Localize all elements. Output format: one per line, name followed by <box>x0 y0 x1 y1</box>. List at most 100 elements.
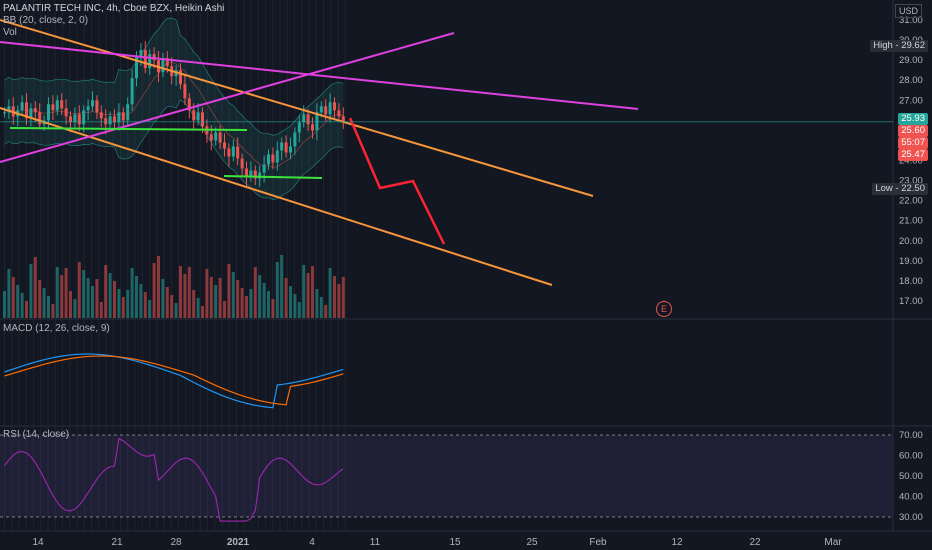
volume-bar <box>117 289 121 318</box>
candle-body <box>55 100 59 111</box>
volume-bar <box>113 281 116 318</box>
rsi-tick-label: 70.00 <box>899 430 923 441</box>
grid-vertical <box>40 0 42 531</box>
grid-vertical <box>294 0 295 531</box>
candle-body <box>297 122 301 133</box>
volume-bar <box>302 265 306 318</box>
grid-vertical <box>25 0 27 531</box>
projected-path <box>348 117 446 245</box>
candle-body <box>117 112 121 123</box>
price-tick-label: 19.00 <box>899 256 923 267</box>
candle-body <box>148 54 152 69</box>
grid-vertical <box>344 0 346 531</box>
candle-body <box>196 112 200 121</box>
grid-vertical <box>243 0 245 531</box>
volume-bar <box>284 278 288 318</box>
grid-vertical <box>69 0 71 531</box>
volume-bar <box>99 302 103 318</box>
bb-indicator-label[interactable]: BB (20, close, 2, 0) <box>3 15 89 26</box>
last-price-tag: 25.93 <box>898 113 928 125</box>
grid-vertical <box>91 0 92 531</box>
candle-body <box>280 142 284 151</box>
volume-bar <box>324 305 328 318</box>
volume-bar <box>223 301 226 318</box>
candle-body <box>64 108 68 117</box>
volume-bar <box>280 255 284 318</box>
grid-vertical <box>134 0 136 531</box>
candle-body <box>139 50 143 57</box>
rsi-tick-label: 40.00 <box>899 492 923 503</box>
volume-bar <box>42 288 46 318</box>
candle-body <box>236 146 240 159</box>
volume-bar <box>240 288 244 318</box>
grid-vertical <box>98 0 100 531</box>
grid-vertical <box>112 0 114 531</box>
grid-vertical <box>18 0 20 531</box>
orange-upper-trendline <box>0 19 594 197</box>
grid-vertical <box>47 0 49 531</box>
candle-body <box>341 116 345 123</box>
grid-vertical <box>301 0 303 531</box>
bb-upper <box>4 17 344 136</box>
rsi-line <box>4 437 344 522</box>
candle-body <box>267 154 270 165</box>
time-tick-label: 14 <box>32 537 44 548</box>
macd-pane <box>4 353 344 409</box>
volume-bar <box>165 287 169 318</box>
candle-body <box>328 102 332 115</box>
time-tick-label: Mar <box>824 537 842 548</box>
price-tick-label: 29.00 <box>899 55 923 66</box>
candle-body <box>187 98 191 111</box>
candle-body <box>284 142 288 153</box>
candle-body <box>38 112 42 125</box>
candle-body <box>306 114 310 125</box>
orange-lower-trendline <box>0 107 553 286</box>
candle-body <box>289 146 292 153</box>
candle-body <box>333 102 336 111</box>
volume-bar <box>209 277 213 318</box>
rsi-tick-label: 60.00 <box>899 451 923 462</box>
volume-bar <box>289 286 292 318</box>
time-tick-label: 11 <box>370 537 381 548</box>
volume-bar <box>126 290 130 318</box>
volume-bar <box>170 295 174 318</box>
low-price-label: Low - 22.50 <box>872 183 928 195</box>
grid-vertical <box>265 0 266 531</box>
volume-bar <box>297 302 301 318</box>
candle-body <box>324 106 328 115</box>
time-tick-label: 12 <box>671 537 683 548</box>
volume-bar <box>51 304 55 318</box>
volume-bar <box>267 291 270 318</box>
candle-body <box>161 58 165 73</box>
grid-vertical <box>257 0 259 531</box>
trendlines <box>0 19 639 286</box>
macd-indicator-label[interactable]: MACD (12, 26, close, 9) <box>3 323 110 334</box>
grid-vertical <box>221 0 223 531</box>
candle-body <box>223 142 226 149</box>
grid-vertical <box>279 0 281 531</box>
candle-body <box>29 108 33 119</box>
grid-vertical <box>185 0 187 531</box>
volume-bar <box>258 275 262 318</box>
candle-body <box>7 106 11 113</box>
rsi-indicator-label[interactable]: RSI (14, close) <box>3 429 70 440</box>
volume-indicator-label[interactable]: Vol <box>3 27 17 38</box>
candle-body <box>99 112 103 119</box>
candle-body <box>60 100 64 109</box>
candle-body <box>25 102 28 119</box>
symbol-title[interactable]: PALANTIR TECH INC, 4h, Cboe BZX, Heikin … <box>3 3 225 14</box>
rsi-tick-label: 30.00 <box>899 512 923 523</box>
time-tick-label: 25 <box>526 537 538 548</box>
grid-vertical <box>236 0 237 531</box>
volume-bar <box>82 270 86 318</box>
grid-vertical <box>141 0 143 531</box>
time-tick-label: Feb <box>589 537 607 548</box>
volume-bar <box>249 289 253 318</box>
volume-bar <box>7 269 11 318</box>
candle-body <box>20 102 24 111</box>
volume-bar <box>130 268 134 318</box>
earnings-marker-icon[interactable]: E <box>656 301 672 317</box>
grid-vertical <box>207 0 208 531</box>
price-tick-label: 31.00 <box>899 15 923 26</box>
